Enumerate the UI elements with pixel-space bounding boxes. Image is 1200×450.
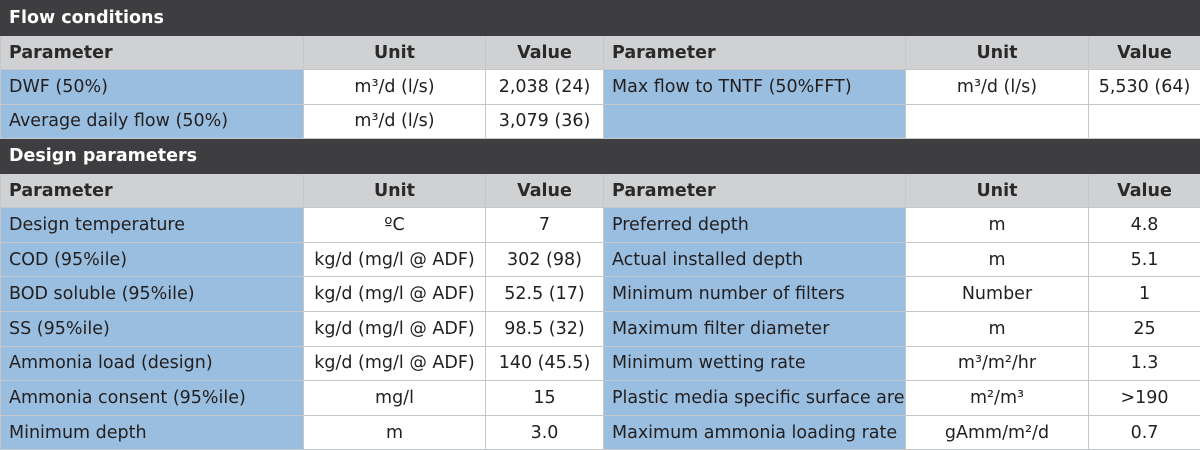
parameter-cell: COD (95%ile) xyxy=(0,241,304,278)
table-row: BOD soluble (95%ile) kg/d (mg/l @ ADF) 52.… xyxy=(0,276,1200,312)
parameter-cell: Ammonia consent (95%ile) xyxy=(0,380,304,416)
unit-cell: m³/m²/hr xyxy=(905,345,1089,382)
column-header-unit: Unit xyxy=(905,173,1089,209)
parameter-cell: Plastic media specific surface area xyxy=(603,380,906,416)
table-row: SS (95%ile) kg/d (mg/l @ ADF) 98.5 (32) Max… xyxy=(0,310,1200,347)
column-header-unit: Unit xyxy=(905,35,1089,70)
value-cell: 2,038 (24) xyxy=(485,69,604,105)
column-header-row: Parameter Unit Value Parameter Unit Value xyxy=(0,35,1200,70)
unit-cell: kg/d (mg/l @ ADF) xyxy=(303,310,486,347)
unit-cell: Number xyxy=(905,276,1089,312)
unit-cell: kg/d (mg/l @ ADF) xyxy=(303,241,486,278)
parameter-cell: Minimum wetting rate xyxy=(603,345,906,382)
column-header-parameter: Parameter xyxy=(0,35,304,70)
unit-cell: m²/m³ xyxy=(905,380,1089,416)
parameter-cell xyxy=(603,103,906,140)
column-header-value: Value xyxy=(485,35,604,70)
column-header-value: Value xyxy=(1087,35,1200,70)
table-row: Ammonia load (design) kg/d (mg/l @ ADF) 14… xyxy=(0,345,1200,382)
value-cell: >190 xyxy=(1087,380,1200,416)
column-header-value: Value xyxy=(485,173,604,209)
value-cell: 302 (98) xyxy=(485,241,604,278)
table-row: COD (95%ile) kg/d (mg/l @ ADF) 302 (98) Act… xyxy=(0,241,1200,278)
value-cell: 25 xyxy=(1087,310,1200,347)
column-header-unit: Unit xyxy=(303,35,486,70)
unit-cell: m³/d (l/s) xyxy=(303,103,486,140)
section-title: Design parameters xyxy=(0,138,1200,175)
parameter-cell: BOD soluble (95%ile) xyxy=(0,276,304,312)
unit-cell xyxy=(905,103,1089,140)
unit-cell: m xyxy=(303,414,486,450)
unit-cell: m³/d (l/s) xyxy=(905,69,1089,105)
value-cell: 52.5 (17) xyxy=(485,276,604,312)
parameter-cell: SS (95%ile) xyxy=(0,310,304,347)
parameter-cell: Preferred depth xyxy=(603,207,906,243)
parameter-cell: Minimum depth xyxy=(0,414,304,450)
unit-cell: m xyxy=(905,241,1089,278)
column-header-value: Value xyxy=(1087,173,1200,209)
unit-cell: mg/l xyxy=(303,380,486,416)
value-cell xyxy=(1087,103,1200,140)
value-cell: 1 xyxy=(1087,276,1200,312)
section-title: Flow conditions xyxy=(0,0,1200,36)
column-header-parameter: Parameter xyxy=(603,173,906,209)
unit-cell: kg/d (mg/l @ ADF) xyxy=(303,345,486,382)
value-cell: 5,530 (64) xyxy=(1087,69,1200,105)
unit-cell: m xyxy=(905,207,1089,243)
value-cell: 7 xyxy=(485,207,604,243)
unit-cell: ºC xyxy=(303,207,486,243)
column-header-unit: Unit xyxy=(303,173,486,209)
value-cell: 140 (45.5) xyxy=(485,345,604,382)
section-header: Flow conditions xyxy=(0,0,1200,36)
parameter-cell: Maximum filter diameter xyxy=(603,310,906,347)
parameter-cell: Ammonia load (design) xyxy=(0,345,304,382)
parameter-cell: Max flow to TNTF (50%FFT) xyxy=(603,69,906,105)
parameter-cell: Actual installed depth xyxy=(603,241,906,278)
value-cell: 1.3 xyxy=(1087,345,1200,382)
parameter-cell: Design temperature xyxy=(0,207,304,243)
parameter-cell: DWF (50%) xyxy=(0,69,304,105)
column-header-parameter: Parameter xyxy=(0,173,304,209)
unit-cell: gAmm/m²/d xyxy=(905,414,1089,450)
value-cell: 3,079 (36) xyxy=(485,103,604,140)
parameter-cell: Maximum ammonia loading rate xyxy=(603,414,906,450)
table-row: Design temperature ºC 7 Preferred depth m 4.8 xyxy=(0,207,1200,243)
section-header: Design parameters xyxy=(0,138,1200,175)
value-cell: 15 xyxy=(485,380,604,416)
value-cell: 4.8 xyxy=(1087,207,1200,243)
table-row: Average daily flow (50%) m³/d (l/s) 3,079 … xyxy=(0,103,1200,140)
table-row: DWF (50%) m³/d (l/s) 2,038 (24) Max flow to… xyxy=(0,69,1200,105)
column-header-parameter: Parameter xyxy=(603,35,906,70)
unit-cell: kg/d (mg/l @ ADF) xyxy=(303,276,486,312)
value-cell: 98.5 (32) xyxy=(485,310,604,347)
column-header-row: Parameter Unit Value Parameter Unit Value xyxy=(0,173,1200,209)
value-cell: 3.0 xyxy=(485,414,604,450)
value-cell: 0.7 xyxy=(1087,414,1200,450)
table-row: Minimum depth m 3.0 Maximum ammonia loading… xyxy=(0,414,1200,450)
table-row: Ammonia consent (95%ile) mg/l 15 Plastic me… xyxy=(0,380,1200,416)
parameter-cell: Minimum number of filters xyxy=(603,276,906,312)
value-cell: 5.1 xyxy=(1087,241,1200,278)
unit-cell: m xyxy=(905,310,1089,347)
parameter-cell: Average daily flow (50%) xyxy=(0,103,304,140)
unit-cell: m³/d (l/s) xyxy=(303,69,486,105)
